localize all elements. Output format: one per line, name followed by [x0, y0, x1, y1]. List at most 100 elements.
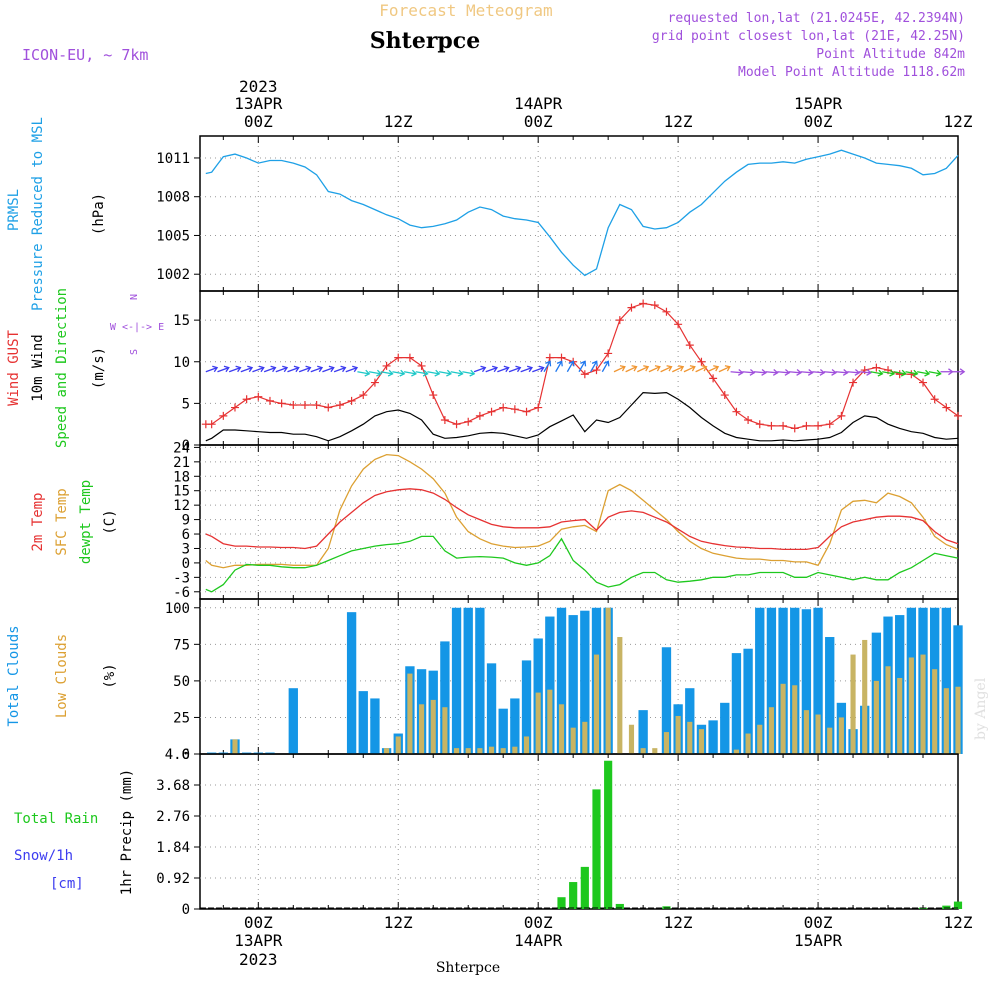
wind-arrow-head [772, 369, 779, 376]
bottom-axis-hour: 12Z [944, 913, 973, 932]
bottom-axis-hour: 00Z [244, 913, 273, 932]
wind-arrow [228, 367, 241, 373]
prmsl-line [205, 149, 959, 277]
wind-arrow [415, 371, 428, 375]
wind-arrow-head [282, 365, 289, 373]
low-cloud-bar [780, 683, 786, 754]
total-cloud-bar [661, 647, 672, 754]
low-cloud-bar [384, 748, 390, 754]
info-line-2: grid point closest lon,lat (21E, 42.25N) [652, 29, 965, 44]
wind-arrow [508, 367, 521, 373]
gust-marker [347, 396, 356, 405]
wind-arrow [357, 371, 370, 375]
rain-bar [592, 789, 601, 909]
pressure-panel: 1011 1008 1005 1002 PRMSL Pressure Reduced … [6, 117, 959, 311]
snow-label: Snow/1h [14, 848, 73, 864]
gust-marker [580, 370, 589, 379]
total-cloud-bar [545, 616, 555, 754]
total-cloud-bar [941, 607, 952, 754]
wind-arrow [532, 367, 544, 373]
wind-arrow-head [503, 365, 510, 373]
gust-marker [359, 391, 368, 400]
wind-arrow-head [889, 369, 896, 377]
wind-arrow-head [737, 369, 744, 376]
wind-direction-arrows [205, 360, 966, 377]
wind-arrow-head [784, 369, 791, 376]
low-cloud-bar [885, 666, 891, 754]
y-tick-label: 3.68 [156, 778, 190, 794]
gust-marker [685, 341, 694, 350]
wind-arrow-head [603, 360, 610, 367]
wind-arrow [847, 371, 860, 374]
model-label: ICON-EU, ~ 7km [22, 46, 148, 64]
wind-arrow-head [866, 369, 872, 376]
y-tick-label: 0 [182, 556, 190, 572]
low-cloud-bar [617, 637, 623, 754]
wind-arrow-head [270, 365, 277, 373]
wind-arrow-head [545, 360, 552, 367]
gust-marker [464, 417, 473, 426]
low-cloud-bar [453, 748, 460, 754]
y-tick-label: 0 [182, 902, 190, 918]
wind-arrow-head [807, 369, 814, 376]
low-cloud-bar [850, 654, 856, 754]
gust-marker [627, 303, 636, 312]
total-cloud-bar [790, 607, 800, 754]
wind-arrow [753, 371, 766, 374]
wind-arrow [333, 367, 346, 373]
gust-marker [335, 401, 344, 410]
total-cloud-bar [755, 607, 765, 754]
gust-marker [814, 421, 823, 430]
y-tick-label: -6 [173, 585, 190, 601]
gust-marker [872, 363, 881, 372]
wind-gust-label: Wind GUST [6, 330, 22, 406]
rain-bar [604, 760, 613, 909]
low-cloud-bar [827, 727, 833, 754]
wind-arrow [263, 367, 276, 373]
wind-arrow-head [538, 365, 545, 373]
footer-location: Shterpce [436, 960, 500, 976]
wind-arrow-head [491, 365, 499, 373]
total-cloud-bar [580, 610, 590, 754]
wind-arrow-head [580, 360, 587, 367]
wind-arrow [893, 371, 906, 375]
precip-bars [200, 760, 963, 909]
low-cloud-bar [535, 692, 541, 754]
total-cloud-bar [778, 607, 788, 754]
total-cloud-bar [486, 663, 497, 754]
low-cloud-bar [862, 639, 868, 754]
low-clouds-label: Low Clouds [54, 634, 70, 718]
wind-arrow [240, 367, 253, 373]
total-cloud-bar [440, 641, 450, 754]
low-cloud-bar [652, 748, 658, 754]
gust-marker [779, 421, 788, 430]
top-axis-hour: 12Z [664, 112, 693, 131]
gust-marker [930, 395, 939, 404]
y-tick-label: 75 [173, 637, 190, 653]
low-cloud-bar [465, 748, 471, 754]
wind-arrow [660, 366, 672, 373]
gust-marker [242, 395, 251, 404]
low-cloud-bar [628, 724, 635, 754]
total-cloud-bar [568, 615, 578, 754]
wind-arrow [520, 367, 533, 373]
low-cloud-bar [920, 654, 926, 754]
bottom-axis-date: 14APR [514, 931, 563, 950]
low-cloud-bar [745, 733, 751, 754]
total-cloud-bar [685, 688, 695, 754]
wind-arrow-head [317, 365, 324, 373]
total-cloud-bar [720, 702, 730, 754]
gust-marker [954, 411, 962, 420]
y-tick-label: 21 [173, 455, 190, 471]
gust-marker [405, 353, 414, 362]
y-tick-label: 15 [173, 313, 190, 329]
gust-marker [440, 416, 449, 425]
temp-unit: (C) [102, 509, 118, 534]
wind-arrow [392, 371, 405, 375]
total-cloud-bar [825, 637, 835, 754]
y-tick-label: 1008 [156, 190, 190, 206]
low-cloud-bar [523, 736, 530, 754]
gust-marker [370, 378, 379, 387]
gust-marker [522, 407, 531, 416]
wind-arrow [310, 367, 323, 373]
